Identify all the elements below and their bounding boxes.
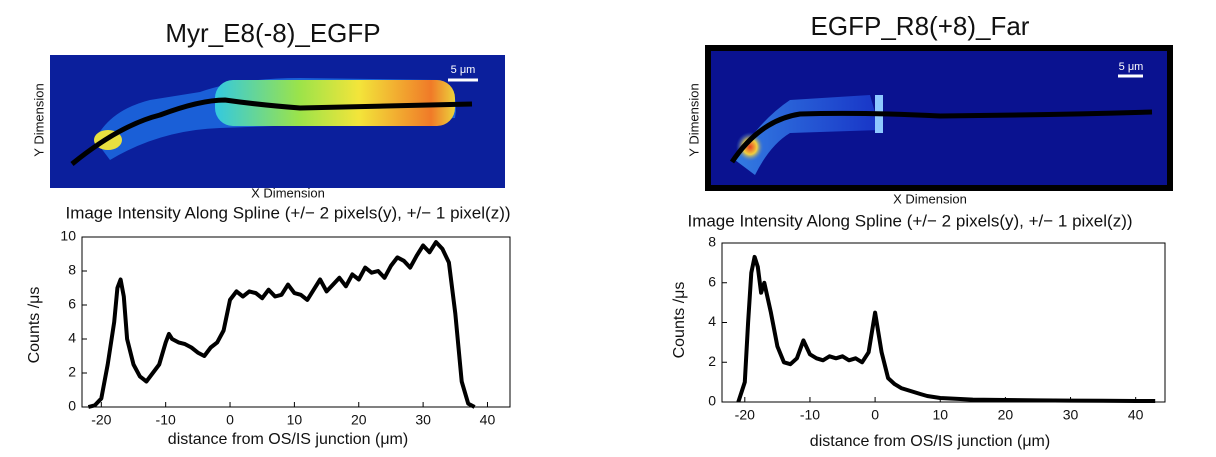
x-axis-label: distance from OS/IS junction (μm) [810,433,1050,450]
x-tick-label: 30 [415,412,431,428]
image-right [705,45,1173,191]
plot-area [721,242,1166,403]
x-tick-label: 30 [1063,407,1079,423]
y-tick-label: 2 [68,364,76,380]
x-tick-label: -10 [156,412,176,428]
y-tick-label: 4 [708,313,716,329]
x-tick-label: 10 [932,407,948,423]
x-tick-label: 0 [871,407,879,423]
scale-bar-label: 5 μm [1119,61,1144,73]
plot-area [81,236,511,408]
x-tick-label: 40 [1128,407,1144,423]
x-tick-label: -20 [91,412,111,428]
x-tick-label: 40 [480,412,496,428]
y-axis-label: Counts /μs [26,287,43,364]
y-tick-label: 0 [68,398,76,414]
x-tick-label: 20 [998,407,1014,423]
image-left [50,55,505,188]
chart-title: Myr_E8(-8)_EGFP [165,18,380,48]
image-y-label: Y Dimension [686,83,701,156]
y-tick-label: 0 [708,393,716,409]
image-x-label: X Dimension [251,185,325,200]
plot-title: Image Intensity Along Spline (+/− 2 pixe… [687,211,1132,230]
scale-bar-label: 5 μm [451,64,476,76]
data-line [87,240,476,409]
y-tick-label: 10 [60,228,76,244]
y-tick-label: 8 [68,262,76,278]
x-tick-label: 20 [351,412,367,428]
y-tick-label: 4 [68,330,76,346]
x-tick-label: -10 [800,407,820,423]
x-axis-label: distance from OS/IS junction (μm) [168,431,408,448]
y-tick-label: 6 [708,273,716,289]
x-tick-label: -20 [735,407,755,423]
image-y-label: Y Dimension [31,83,46,156]
x-tick-label: 10 [287,412,303,428]
y-tick-label: 6 [68,296,76,312]
y-axis-label: Counts /μs [671,282,688,359]
image-x-label: X Dimension [893,191,967,206]
x-tick-label: 0 [226,412,234,428]
data-line [736,254,1156,403]
chart-title: EGFP_R8(+8)_Far [811,11,1030,41]
plot-title: Image Intensity Along Spline (+/− 2 pixe… [65,203,510,222]
y-tick-label: 2 [708,353,716,369]
y-tick-label: 8 [708,234,716,250]
